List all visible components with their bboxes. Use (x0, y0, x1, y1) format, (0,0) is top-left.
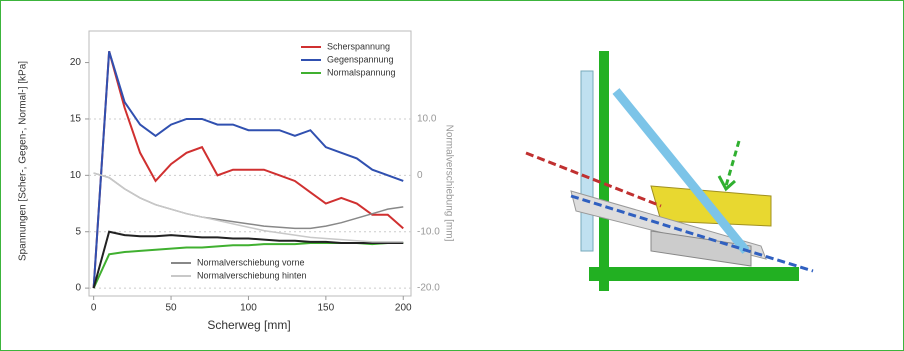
y2-tick-label: -10.0 (417, 226, 440, 237)
frame-post (599, 51, 609, 291)
y2-axis-label: Normalverschiebung [mm] (443, 125, 454, 242)
y-axis-label: Spannungen [Scher-, Gegen-, Normal-] [kP… (18, 61, 29, 261)
x-tick-label: 0 (91, 303, 97, 314)
legend-label: Normalspannung (327, 67, 396, 77)
y2-tick-label: -20.0 (417, 283, 440, 294)
scale-post (581, 71, 593, 251)
x-tick-label: 150 (318, 303, 335, 314)
y-tick-label: 10 (70, 170, 82, 181)
x-tick-label: 50 (165, 303, 177, 314)
y-tick-label: 0 (75, 283, 81, 294)
legend-label: Gegenspannung (327, 54, 394, 64)
frame-base (589, 267, 799, 281)
chart: Spannungen [Scher-, Gegen-, Normal-] [kP… (1, 1, 461, 350)
series-line (94, 173, 404, 228)
y2-tick-label: 10.0 (417, 114, 437, 125)
y-tick-label: 20 (70, 57, 82, 68)
legend-label: Normalverschiebung vorne (197, 257, 305, 267)
y-tick-label: 15 (70, 114, 82, 125)
figure: Spannungen [Scher-, Gegen-, Normal-] [kP… (0, 0, 904, 351)
x-axis-label: Scherweg [mm] (207, 318, 290, 332)
x-tick-label: 200 (395, 303, 412, 314)
green-arrow (726, 141, 739, 186)
y-tick-label: 5 (75, 226, 81, 237)
legend-label: Normalverschiebung hinten (197, 270, 307, 280)
x-tick-label: 100 (240, 303, 257, 314)
y2-tick-label: 0 (417, 170, 423, 181)
series-line (94, 51, 404, 288)
legend-label: Scherspannung (327, 41, 390, 51)
apparatus-image (521, 31, 881, 331)
